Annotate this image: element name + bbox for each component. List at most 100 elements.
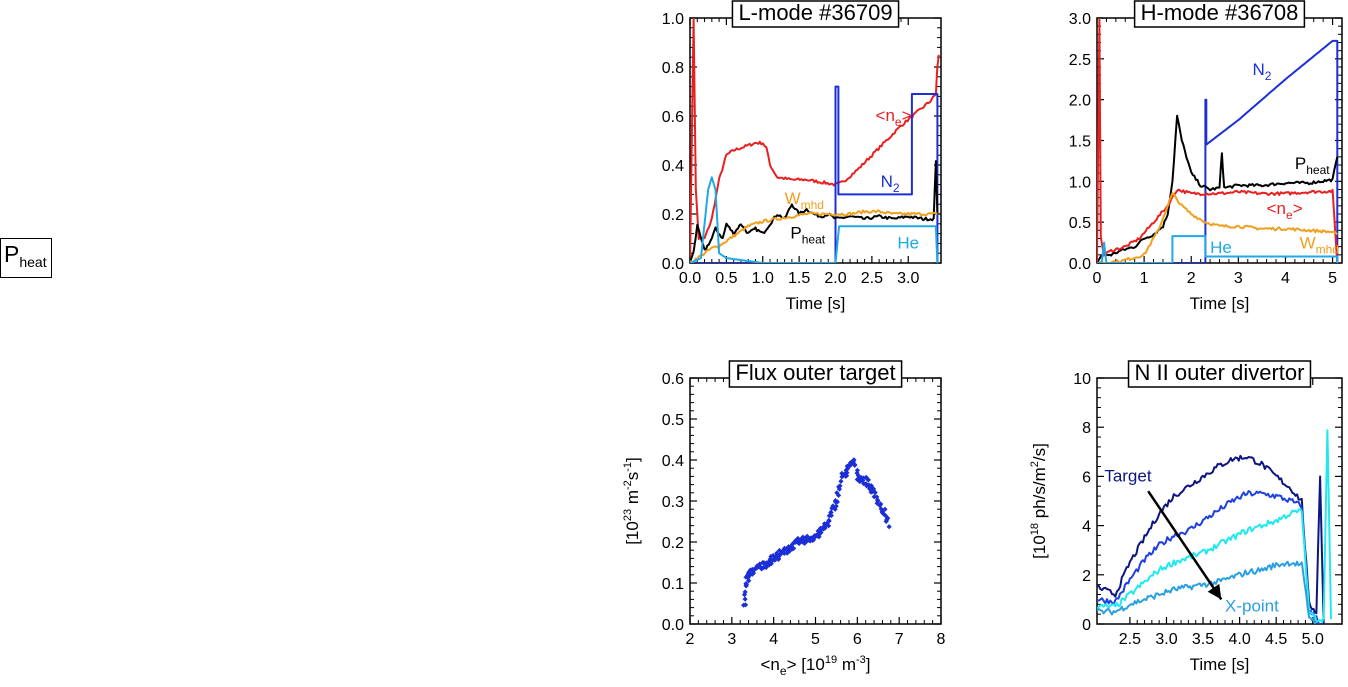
data-point <box>829 505 835 511</box>
data-point <box>786 545 792 551</box>
x-tick-label: 2.5 <box>861 270 883 287</box>
x-tick-label: 2.0 <box>824 270 846 287</box>
data-point <box>770 552 776 559</box>
chart-title-frame <box>1133 0 1306 28</box>
data-point <box>834 499 840 505</box>
data-point <box>885 515 891 521</box>
x-axis-label: Time [s] <box>1190 294 1250 313</box>
data-point <box>854 476 860 483</box>
annotation-2: <ne> <box>1267 199 1303 222</box>
x-tick-label: 4 <box>1281 270 1290 287</box>
data-point <box>776 547 783 554</box>
y-tick-label: 0.8 <box>662 60 684 77</box>
y-tick-label: 1.5 <box>1069 134 1091 151</box>
arrow-shaft <box>1147 490 1223 601</box>
y-tick-label: 0.5 <box>1069 215 1091 232</box>
y-tick-label: 0.4 <box>662 453 684 470</box>
plot-frame <box>689 377 942 625</box>
annotation-4: He <box>1210 238 1232 257</box>
x-tick-label: 1 <box>1140 270 1149 287</box>
data-point <box>854 470 860 476</box>
data-point <box>772 555 778 562</box>
data-point <box>764 560 770 566</box>
data-point <box>763 563 769 570</box>
data-point <box>838 478 844 484</box>
data-point <box>741 602 747 608</box>
series-wmhd <box>1097 192 1339 263</box>
data-point <box>800 534 806 540</box>
y-tick-label: 2.5 <box>1069 52 1091 69</box>
y-tick-label: 0.2 <box>662 535 684 552</box>
series-line2 <box>1097 429 1332 623</box>
data-point <box>795 535 801 542</box>
annotation-4: He <box>897 233 919 252</box>
x-tick-label: 0.0 <box>679 270 701 287</box>
data-point <box>758 566 765 572</box>
y-tick-label: 0.0 <box>662 617 684 634</box>
data-point <box>781 550 787 556</box>
chart-title: L-mode #36709 <box>738 0 892 25</box>
data-point <box>884 517 890 523</box>
y-tick-label: 1.0 <box>1069 174 1091 191</box>
data-point <box>867 486 873 492</box>
x-tick-label: 4.5 <box>1265 631 1287 648</box>
x-tick-label: 0 <box>1093 270 1102 287</box>
data-point <box>852 462 858 468</box>
data-point <box>818 529 824 536</box>
data-point <box>804 538 810 544</box>
y-axis-label: [1023 m-2s-1] <box>622 457 642 545</box>
data-point <box>844 473 850 479</box>
data-point <box>830 503 836 509</box>
data-point <box>767 556 773 562</box>
data-point <box>886 524 892 530</box>
data-point <box>855 473 861 479</box>
series-he <box>690 176 939 263</box>
annotation-0: Target <box>1104 466 1152 485</box>
chart-title-frame <box>728 360 903 388</box>
x-tick-label: 3.5 <box>1192 631 1214 648</box>
x-tick-label: 7 <box>895 631 904 648</box>
data-point <box>870 488 876 494</box>
y-tick-label: 1.0 <box>662 11 684 28</box>
data-point <box>847 461 853 467</box>
x-tick-label: 8 <box>937 631 946 648</box>
chart-title: N II outer divertor <box>1135 360 1305 385</box>
data-point <box>866 482 872 488</box>
chart-title-box: Flux outer target <box>728 360 903 388</box>
y-tick-label: 0.0 <box>662 256 684 273</box>
data-point <box>882 506 888 512</box>
x-tick-label: 6 <box>853 631 862 648</box>
annotation-0: <ne> <box>876 106 912 129</box>
data-point <box>837 483 843 489</box>
data-point <box>743 580 749 587</box>
y-tick-label: 0.3 <box>662 494 684 511</box>
x-tick-label: 3 <box>727 631 736 648</box>
data-point <box>801 540 808 547</box>
x-tick-label: 3.0 <box>1155 631 1177 648</box>
data-point <box>807 538 813 544</box>
y-tick-label: 0.5 <box>662 412 684 429</box>
data-point <box>741 592 748 598</box>
data-point <box>742 589 748 595</box>
data-point <box>742 596 748 602</box>
x-tick-label: 0.5 <box>715 270 737 287</box>
chart-title-frame <box>731 0 900 28</box>
data-point <box>839 470 845 476</box>
data-point <box>774 550 780 556</box>
data-point <box>825 523 832 529</box>
y-tick-label: 2.0 <box>1069 93 1091 110</box>
x-tick-label: 1.5 <box>788 270 810 287</box>
y-tick-label: 8 <box>1082 420 1091 437</box>
y-tick-label: 0.2 <box>662 207 684 224</box>
series-line1 <box>1097 490 1321 624</box>
y-tick-label: 4 <box>1082 519 1091 536</box>
annotation-1: X-point <box>1225 597 1279 616</box>
data-point <box>861 480 867 487</box>
data-point <box>760 560 767 566</box>
y-tick-label: 0 <box>1082 617 1091 634</box>
x-axis-label: Time [s] <box>1190 655 1250 674</box>
data-point <box>816 534 822 540</box>
chart-nii: 2.5 3.0 3.5 4.0 4.5 5.0 0 2 4 6 8 10 Target X-point N … <box>1029 360 1343 674</box>
chart-hmode: 0 1 2 3 4 5 0.0 0.5 1.0 1.5 2.0 2.5 3.0 N2 Pheat <ne> Wm… <box>1069 0 1343 313</box>
